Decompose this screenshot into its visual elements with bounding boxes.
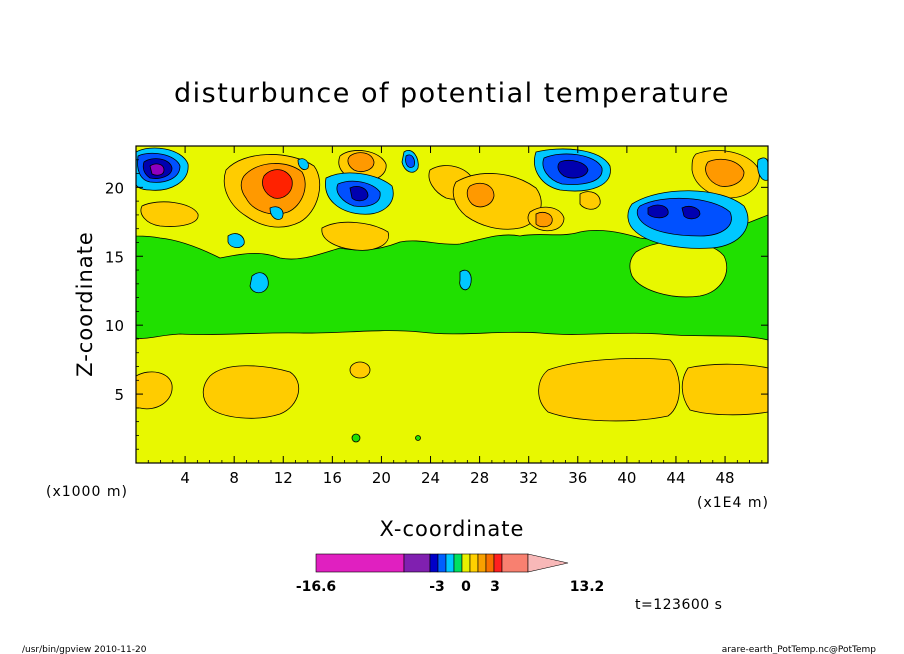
blob	[415, 435, 421, 441]
x-tick-label: 24	[421, 469, 440, 487]
blob	[705, 158, 745, 187]
x-unit-label: (x1E4 m)	[697, 495, 769, 511]
blob	[459, 269, 472, 291]
colorbar-segment	[485, 553, 495, 573]
blob	[351, 433, 361, 443]
y-tick-label: 15	[105, 248, 124, 266]
blob	[647, 204, 669, 219]
x-tick-label: 12	[274, 469, 293, 487]
colorbar-segment	[437, 553, 447, 573]
blob	[140, 201, 199, 227]
colorbar-segment	[461, 553, 471, 573]
x-tick-label: 20	[372, 469, 391, 487]
blob	[227, 233, 245, 248]
colorbar-segment	[493, 553, 503, 573]
x-tick-label: 4	[180, 469, 190, 487]
blob	[535, 212, 553, 228]
colorbar-tick-label: 0	[461, 579, 471, 595]
blob	[347, 152, 375, 172]
blob	[202, 365, 299, 419]
x-tick-label: 40	[617, 469, 636, 487]
x-tick-label: 44	[666, 469, 685, 487]
blob	[681, 363, 768, 416]
blob	[466, 182, 495, 208]
y-tick-label: 10	[105, 317, 124, 335]
x-tick-label: 36	[568, 469, 587, 487]
blob	[557, 160, 589, 179]
colorbar-segment	[501, 553, 529, 573]
blob	[136, 371, 173, 410]
colorbar-segment	[445, 553, 455, 573]
colorbar-segment	[315, 553, 405, 573]
y-axis-label: Z-coordinate	[73, 231, 97, 377]
blob	[297, 158, 309, 170]
footer-left: /usr/bin/gpview 2010-11-20	[22, 645, 147, 654]
y-tick-label: 5	[114, 386, 124, 404]
colorbar-max-label: 13.2	[570, 579, 605, 595]
blob	[269, 206, 284, 220]
colorbar	[315, 553, 569, 573]
chart-title: disturbunce of potential temperature	[174, 78, 730, 109]
blob	[249, 272, 269, 294]
y-tick-label: 20	[105, 179, 124, 197]
blob	[538, 358, 680, 422]
colorbar-extension	[527, 553, 569, 573]
x-tick-label: 48	[716, 469, 735, 487]
blob	[262, 169, 293, 199]
y-axis: 5 10 15 20	[105, 159, 768, 450]
blob	[349, 186, 369, 202]
blob	[681, 206, 701, 220]
colorbar-tick-label: 3	[490, 579, 500, 595]
plot-area	[136, 146, 768, 463]
blob	[149, 163, 165, 176]
colorbar-tick-label: -3	[429, 579, 445, 595]
x-tick-label: 8	[229, 469, 239, 487]
blob	[757, 157, 768, 181]
time-label: t=123600 s	[635, 597, 722, 613]
blob	[579, 191, 601, 210]
blob	[405, 154, 415, 168]
blob	[349, 361, 371, 379]
colorbar-segment	[429, 553, 439, 573]
colorbar-segment	[403, 553, 431, 573]
colorbar-segment	[453, 553, 463, 573]
plot-border	[135, 145, 769, 464]
x-axis-label: X-coordinate	[380, 517, 525, 541]
footer-right: arare-earth_PotTemp.nc@PotTemp	[722, 645, 877, 654]
colorbar-segment	[477, 553, 487, 573]
blob	[321, 221, 389, 251]
x-tick-label: 28	[470, 469, 489, 487]
colorbar-segment	[469, 553, 479, 573]
x-tick-label: 32	[519, 469, 538, 487]
y-unit-label: (x1000 m)	[46, 484, 128, 500]
colorbar-min-label: -16.6	[296, 579, 336, 595]
x-axis: 4 8 12 16 20 24 28 32 36 40 44 48	[147, 146, 763, 487]
x-tick-label: 16	[323, 469, 342, 487]
